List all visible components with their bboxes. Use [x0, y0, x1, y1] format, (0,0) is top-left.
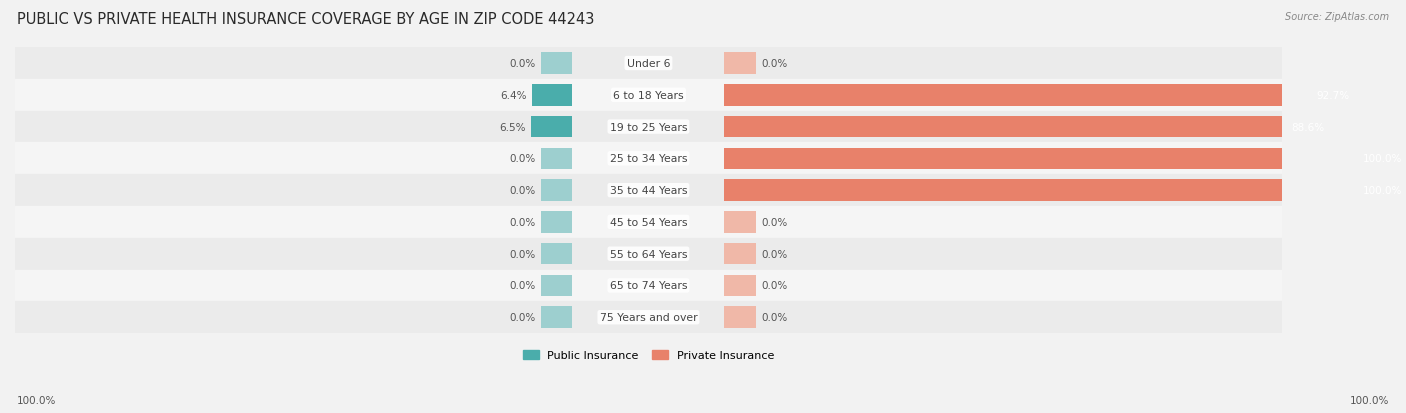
- Bar: [541, 243, 572, 265]
- Bar: [15, 143, 1282, 175]
- Text: 25 to 34 Years: 25 to 34 Years: [610, 154, 688, 164]
- Bar: [531, 85, 572, 106]
- Bar: [724, 116, 1285, 138]
- Text: 0.0%: 0.0%: [761, 59, 787, 69]
- Bar: [541, 211, 572, 233]
- Text: 35 to 44 Years: 35 to 44 Years: [610, 186, 688, 196]
- Bar: [724, 275, 756, 297]
- Text: 6.4%: 6.4%: [501, 90, 527, 100]
- Bar: [541, 180, 572, 202]
- Bar: [541, 53, 572, 75]
- Text: 0.0%: 0.0%: [509, 186, 536, 196]
- Text: 92.7%: 92.7%: [1317, 90, 1350, 100]
- Text: 0.0%: 0.0%: [761, 281, 787, 291]
- Text: 45 to 54 Years: 45 to 54 Years: [610, 217, 688, 227]
- Bar: [15, 238, 1282, 270]
- Bar: [724, 85, 1312, 106]
- Bar: [15, 48, 1282, 80]
- Text: 0.0%: 0.0%: [761, 249, 787, 259]
- Bar: [15, 80, 1282, 112]
- Text: 0.0%: 0.0%: [761, 313, 787, 323]
- Bar: [724, 53, 756, 75]
- Text: 6 to 18 Years: 6 to 18 Years: [613, 90, 683, 100]
- Text: 19 to 25 Years: 19 to 25 Years: [610, 122, 688, 132]
- Text: 0.0%: 0.0%: [761, 217, 787, 227]
- Bar: [724, 243, 756, 265]
- Text: 75 Years and over: 75 Years and over: [599, 313, 697, 323]
- Text: 0.0%: 0.0%: [509, 154, 536, 164]
- Bar: [15, 270, 1282, 301]
- Bar: [15, 112, 1282, 143]
- Text: PUBLIC VS PRIVATE HEALTH INSURANCE COVERAGE BY AGE IN ZIP CODE 44243: PUBLIC VS PRIVATE HEALTH INSURANCE COVER…: [17, 12, 595, 27]
- Text: 88.6%: 88.6%: [1291, 122, 1324, 132]
- Bar: [541, 148, 572, 170]
- Bar: [15, 301, 1282, 333]
- Bar: [541, 307, 572, 328]
- Text: 100.0%: 100.0%: [1362, 186, 1402, 196]
- Text: 0.0%: 0.0%: [509, 59, 536, 69]
- Text: 100.0%: 100.0%: [17, 395, 56, 405]
- Bar: [15, 206, 1282, 238]
- Bar: [724, 180, 1358, 202]
- Text: 0.0%: 0.0%: [509, 217, 536, 227]
- Bar: [724, 307, 756, 328]
- Text: 0.0%: 0.0%: [509, 281, 536, 291]
- Text: 55 to 64 Years: 55 to 64 Years: [610, 249, 688, 259]
- Bar: [531, 116, 572, 138]
- Text: Source: ZipAtlas.com: Source: ZipAtlas.com: [1285, 12, 1389, 22]
- Bar: [724, 211, 756, 233]
- Bar: [724, 148, 1358, 170]
- Text: Under 6: Under 6: [627, 59, 671, 69]
- Text: 0.0%: 0.0%: [509, 249, 536, 259]
- Bar: [15, 175, 1282, 206]
- Text: 6.5%: 6.5%: [499, 122, 526, 132]
- Text: 65 to 74 Years: 65 to 74 Years: [610, 281, 688, 291]
- Text: 0.0%: 0.0%: [509, 313, 536, 323]
- Text: 100.0%: 100.0%: [1362, 154, 1402, 164]
- Legend: Public Insurance, Private Insurance: Public Insurance, Private Insurance: [519, 345, 779, 365]
- Text: 100.0%: 100.0%: [1350, 395, 1389, 405]
- Bar: [541, 275, 572, 297]
